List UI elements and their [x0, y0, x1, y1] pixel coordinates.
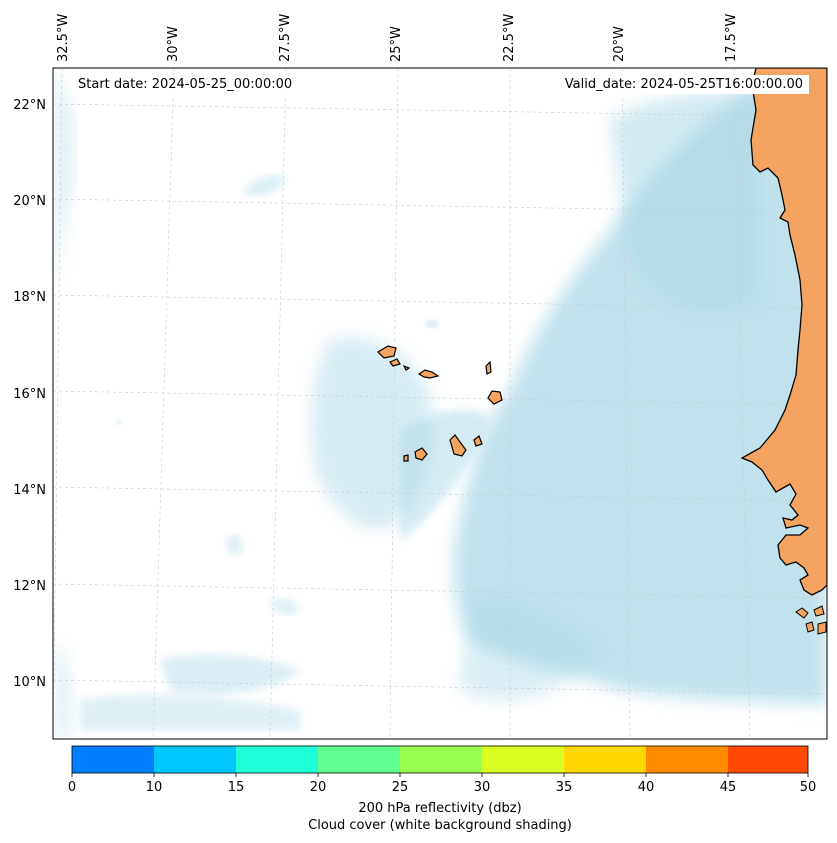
colorbar-title: 200 hPa reflectivity (dbz) [358, 801, 522, 816]
lat-label: 18°N [13, 290, 46, 305]
africa-land [740, 68, 827, 596]
colorbar-tick-label: 0 [67, 780, 77, 795]
colorbar-segment [318, 746, 400, 773]
map-frame [52, 67, 828, 740]
colorbar-tick-label: 45 [719, 780, 737, 795]
island-boa-vista [487, 390, 503, 405]
island-maio [473, 435, 483, 447]
colorbar-segment [400, 746, 482, 773]
colorbar-tick-label: 30 [473, 780, 491, 795]
graticule-grid [53, 68, 827, 739]
island-santo-antao [377, 345, 397, 359]
bissagos-islands [795, 605, 827, 635]
lat-label: 12°N [13, 579, 46, 594]
colorbar-segment [482, 746, 564, 773]
lon-label: 17.5°W [724, 13, 739, 62]
colorbar-tick-label: 25 [391, 780, 409, 795]
lon-label: 20°W [612, 26, 627, 62]
lon-label: 22.5°W [502, 13, 517, 62]
island-sao-vicente [389, 358, 401, 367]
lat-label: 14°N [13, 483, 46, 498]
colorbar-tick-label: 15 [227, 780, 245, 795]
colorbar-segment [564, 746, 646, 773]
cloud-cover-shading [53, 70, 827, 739]
colorbar-tick-label: 35 [555, 780, 573, 795]
colorbar-segment [728, 746, 808, 773]
island-sao-nicolau [417, 369, 440, 379]
lon-label: 30°W [166, 26, 181, 62]
lat-label: 16°N [13, 387, 46, 402]
lat-label: 10°N [13, 675, 46, 690]
island-fogo [414, 447, 428, 461]
lat-label: 22°N [13, 98, 46, 113]
colorbar-segment [646, 746, 728, 773]
valid-date-label: Valid_date: 2024-05-25T16:00:00.00 [558, 75, 809, 94]
colorbar-tick-label: 20 [309, 780, 327, 795]
colorbar-tick-label: 40 [637, 780, 655, 795]
lon-label: 27.5°W [278, 13, 293, 62]
island-sal [485, 360, 492, 375]
colorbar-segment [154, 746, 236, 773]
island-santa-luzia [402, 364, 411, 371]
start-date-label: Start date: 2024-05-25_00:00:00 [72, 75, 299, 94]
lon-label: 32.5°W [56, 13, 71, 62]
island-santiago [449, 434, 467, 457]
lon-label: 25°W [389, 26, 404, 62]
island-brava [403, 454, 409, 462]
colorbar-subtitle: Cloud cover (white background shading) [308, 818, 572, 833]
colorbar-tick-label: 10 [145, 780, 163, 795]
colorbar-segment [236, 746, 318, 773]
colorbar [71, 745, 809, 777]
lat-label: 20°N [13, 194, 46, 209]
cape-verde-islands [377, 345, 503, 462]
colorbar-segment [72, 746, 154, 773]
colorbar-tick-label: 50 [799, 780, 817, 795]
